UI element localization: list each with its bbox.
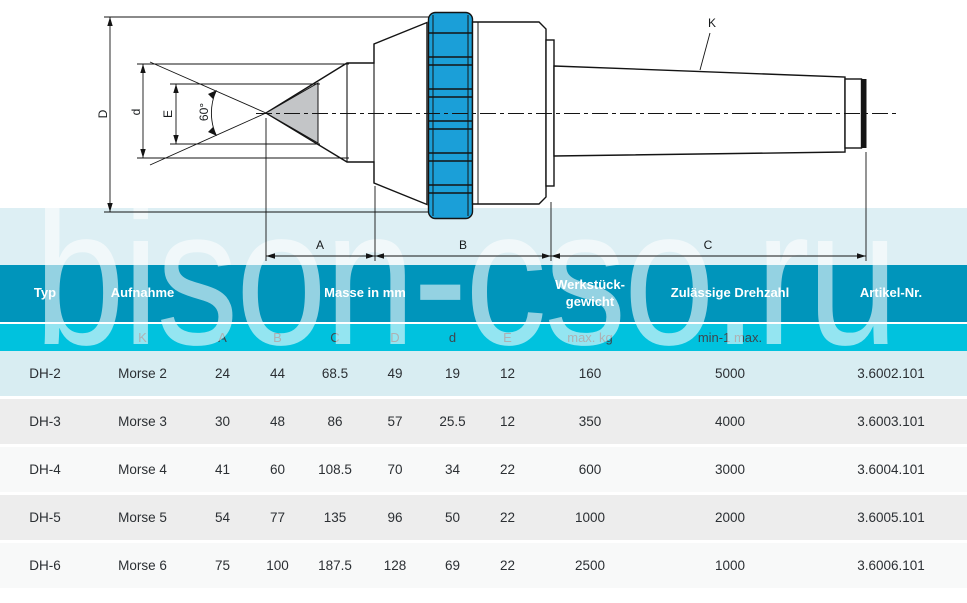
cell-artikel: 3.6003.101 xyxy=(815,396,967,446)
cell-artikel: 3.6006.101 xyxy=(815,540,967,588)
col-header-artikel: Artikel-Nr. xyxy=(815,265,967,324)
cell-artikel: 3.6004.101 xyxy=(815,444,967,494)
cell-kg: 1000 xyxy=(535,492,645,542)
cell-a: 24 xyxy=(195,351,250,398)
table-row-dh3: DH-3 Morse 3 30 48 86 57 25.5 12 350 400… xyxy=(0,396,967,446)
cell-rpm: 1000 xyxy=(645,540,815,588)
cell-b: 48 xyxy=(250,396,305,446)
cell-e: 22 xyxy=(480,540,535,588)
cell-d: 19 xyxy=(425,351,480,398)
cell-rpm: 4000 xyxy=(645,396,815,446)
cell-e: 12 xyxy=(480,351,535,398)
cell-c: 68.5 xyxy=(305,351,365,398)
subheader-A: A xyxy=(195,323,250,351)
cell-artikel: 3.6002.101 xyxy=(815,351,967,398)
cell-D: 57 xyxy=(365,396,425,446)
subheader-E: E xyxy=(480,323,535,351)
background-band-layer xyxy=(0,208,967,265)
subheader-min-max: min-1 max. xyxy=(645,323,815,351)
col-header-typ: Typ xyxy=(0,265,90,324)
cell-a: 75 xyxy=(195,540,250,588)
spec-table: Typ Aufnahme Masse in mm Werkstück- gewi… xyxy=(0,265,967,588)
watermark-band xyxy=(0,208,967,265)
cell-typ: DH-2 xyxy=(0,351,90,398)
cell-c: 135 xyxy=(305,492,365,542)
table-row-dh4: DH-4 Morse 4 41 60 108.5 70 34 22 600 30… xyxy=(0,444,967,494)
table-row-dh2: DH-2 Morse 2 24 44 68.5 49 19 12 160 500… xyxy=(0,351,967,398)
cell-kg: 600 xyxy=(535,444,645,494)
table-subheader-row: K A B C D d E max. kg min-1 max. xyxy=(0,323,967,351)
cell-a: 54 xyxy=(195,492,250,542)
subheader-D: D xyxy=(365,323,425,351)
cell-rpm: 5000 xyxy=(645,351,815,398)
cell-D: 49 xyxy=(365,351,425,398)
col-header-aufnahme: Aufnahme xyxy=(90,265,195,324)
cell-typ: DH-6 xyxy=(0,540,90,588)
cell-a: 41 xyxy=(195,444,250,494)
werkstueck-line2: gewicht xyxy=(565,293,615,309)
cell-e: 12 xyxy=(480,396,535,446)
cell-d: 34 xyxy=(425,444,480,494)
cell-kg: 350 xyxy=(535,396,645,446)
cell-D: 96 xyxy=(365,492,425,542)
cell-rpm: 3000 xyxy=(645,444,815,494)
cell-e: 22 xyxy=(480,444,535,494)
subheader-max-kg: max. kg xyxy=(535,323,645,351)
subheader-C: C xyxy=(305,323,365,351)
subheader-empty-typ xyxy=(0,323,90,351)
cell-c: 86 xyxy=(305,396,365,446)
subheader-B: B xyxy=(250,323,305,351)
cell-b: 60 xyxy=(250,444,305,494)
cell-b: 100 xyxy=(250,540,305,588)
cell-rpm: 2000 xyxy=(645,492,815,542)
table-row-dh5: DH-5 Morse 5 54 77 135 96 50 22 1000 200… xyxy=(0,492,967,542)
cell-aufnahme: Morse 5 xyxy=(90,492,195,542)
col-header-drehzahl: Zulässige Drehzahl xyxy=(645,265,815,324)
col-header-masse: Masse in mm xyxy=(195,265,535,324)
cell-aufnahme: Morse 4 xyxy=(90,444,195,494)
cell-d: 50 xyxy=(425,492,480,542)
cell-b: 44 xyxy=(250,351,305,398)
cell-aufnahme: Morse 2 xyxy=(90,351,195,398)
subheader-K: K xyxy=(90,323,195,351)
cell-aufnahme: Morse 3 xyxy=(90,396,195,446)
werkstueck-line1: Werkstück- xyxy=(555,276,625,292)
cell-d: 25.5 xyxy=(425,396,480,446)
table-row-dh6: DH-6 Morse 6 75 100 187.5 128 69 22 2500… xyxy=(0,540,967,588)
cell-c: 187.5 xyxy=(305,540,365,588)
cell-D: 70 xyxy=(365,444,425,494)
cell-typ: DH-5 xyxy=(0,492,90,542)
cell-D: 128 xyxy=(365,540,425,588)
cell-artikel: 3.6005.101 xyxy=(815,492,967,542)
cell-kg: 2500 xyxy=(535,540,645,588)
cell-e: 22 xyxy=(480,492,535,542)
col-header-werkstueckgewicht: Werkstück- gewicht xyxy=(535,265,645,324)
cell-c: 108.5 xyxy=(305,444,365,494)
subheader-empty-artikel xyxy=(815,323,967,351)
cell-typ: DH-3 xyxy=(0,396,90,446)
cell-b: 77 xyxy=(250,492,305,542)
cell-aufnahme: Morse 6 xyxy=(90,540,195,588)
cell-a: 30 xyxy=(195,396,250,446)
table-header-row: Typ Aufnahme Masse in mm Werkstück- gewi… xyxy=(0,265,967,324)
cell-kg: 160 xyxy=(535,351,645,398)
subheader-d: d xyxy=(425,323,480,351)
cell-typ: DH-4 xyxy=(0,444,90,494)
cell-d: 69 xyxy=(425,540,480,588)
